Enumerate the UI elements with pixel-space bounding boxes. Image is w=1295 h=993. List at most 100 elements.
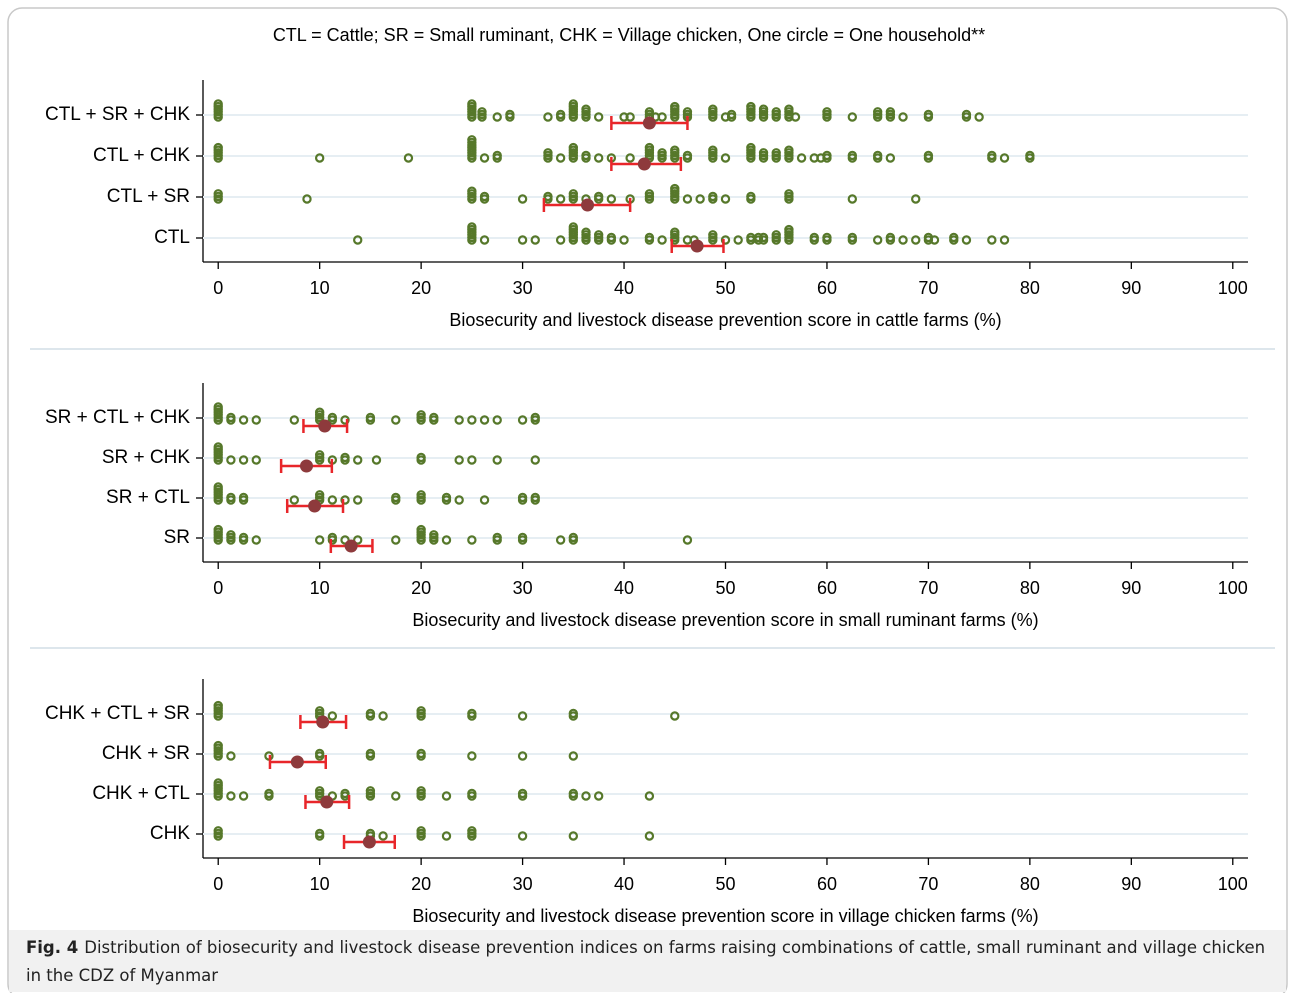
household-point (771, 230, 781, 240)
household-point (625, 112, 635, 122)
household-point (644, 142, 655, 153)
x-tick-label: 50 (715, 874, 735, 894)
household-point (974, 112, 984, 122)
x-tick-label: 90 (1121, 874, 1141, 894)
y-tick-label: SR + CTL + CHK (45, 407, 190, 428)
x-tick-label: 10 (310, 578, 330, 598)
household-point (809, 232, 819, 243)
household-point (391, 492, 401, 503)
household-point (872, 107, 883, 117)
y-tick-label: CHK + CTL + SR (45, 703, 190, 724)
mean-point (318, 419, 332, 433)
household-point (543, 112, 553, 122)
household-point (644, 107, 655, 117)
household-point (758, 148, 769, 158)
household-point (822, 150, 832, 161)
household-point (593, 112, 604, 122)
household-point (314, 748, 325, 759)
household-point (353, 235, 363, 245)
household-point (467, 708, 477, 719)
household-point (708, 191, 718, 202)
y-tick-label: SR + CTL (106, 487, 190, 508)
household-point (517, 711, 528, 721)
frame (7, 7, 1288, 993)
household-point (479, 495, 490, 505)
mean-point (344, 539, 358, 553)
household-point (923, 150, 934, 161)
household-point (682, 150, 693, 161)
household-point (353, 455, 363, 465)
household-point (517, 831, 528, 841)
y-tick-label: CTL (154, 227, 190, 248)
x-tick-label: 50 (715, 278, 735, 298)
x-tick-label: 100 (1218, 278, 1248, 298)
household-point (708, 230, 718, 240)
household-point (568, 142, 579, 153)
x-tick-label: 60 (817, 278, 837, 298)
household-point (467, 186, 477, 196)
household-point (530, 455, 540, 465)
household-point (213, 778, 223, 788)
x-axis-label: Biosecurity and livestock disease preven… (449, 310, 1001, 330)
household-point (593, 153, 604, 163)
household-point (213, 700, 223, 711)
household-point (720, 153, 731, 163)
household-point (625, 153, 635, 163)
household-point (784, 104, 794, 114)
household-point (581, 104, 591, 114)
x-tick-label: 30 (513, 578, 533, 598)
mean-point (316, 715, 330, 729)
household-point (416, 786, 426, 796)
x-tick-label: 30 (513, 874, 533, 894)
household-point (365, 748, 376, 759)
household-point (264, 788, 274, 799)
household-point (416, 452, 426, 463)
household-point (429, 412, 439, 423)
household-point (784, 145, 794, 155)
household-point (365, 412, 376, 423)
household-point (999, 235, 1010, 245)
household-point (530, 235, 540, 245)
household-point (213, 826, 223, 836)
household-point (505, 109, 515, 120)
household-point (479, 235, 490, 245)
y-tick-label: SR (164, 527, 190, 548)
household-point (670, 183, 680, 194)
household-point (543, 148, 553, 158)
household-point (606, 232, 617, 243)
household-point (746, 191, 756, 202)
household-point (226, 492, 236, 503)
household-point (251, 415, 261, 425)
household-point (213, 740, 223, 751)
household-point (517, 492, 528, 503)
household-point (314, 535, 325, 545)
household-point (492, 532, 502, 543)
household-point (479, 191, 490, 202)
y-tick-label: CTL + CHK (93, 145, 190, 166)
household-point (314, 706, 325, 716)
household-point (670, 101, 680, 112)
household-point (568, 788, 579, 799)
household-point (670, 145, 680, 155)
mean-point (637, 157, 651, 171)
household-point (530, 492, 540, 503)
household-point (429, 530, 439, 540)
household-point (568, 708, 579, 719)
household-point (467, 455, 477, 465)
household-point (467, 751, 477, 761)
x-tick-label: 90 (1121, 578, 1141, 598)
household-point (872, 235, 883, 245)
household-point (441, 492, 452, 503)
household-point (302, 194, 312, 204)
household-point (226, 412, 236, 423)
household-point (847, 112, 858, 122)
household-point (416, 826, 426, 836)
household-point (555, 235, 566, 245)
household-point (213, 402, 223, 412)
household-point (213, 99, 223, 109)
household-point (365, 786, 376, 796)
household-point (238, 532, 249, 543)
household-point (213, 189, 223, 199)
household-point (771, 148, 781, 158)
household-point (378, 711, 388, 721)
